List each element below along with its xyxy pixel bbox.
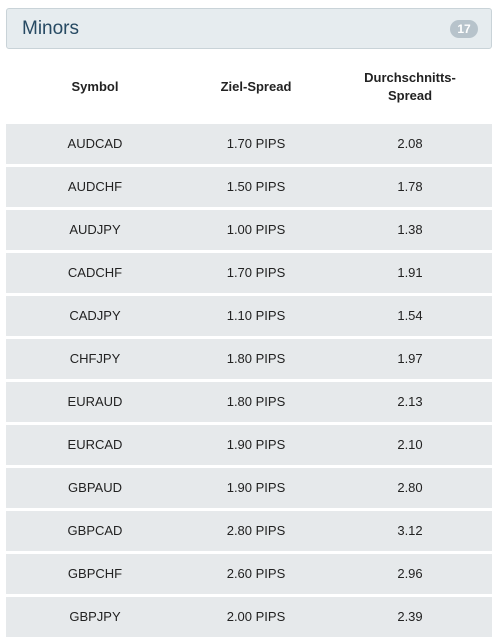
target-spread-cell: 1.10 PIPS bbox=[226, 308, 286, 323]
average-spread-cell: 1.78 bbox=[397, 179, 423, 194]
table-row: GBPJPY 2.00 PIPS 2.39 bbox=[6, 597, 492, 637]
symbol-cell: CHFJPY bbox=[69, 351, 121, 366]
symbol-cell: EURCAD bbox=[67, 437, 123, 452]
average-spread-cell: 3.12 bbox=[397, 523, 423, 538]
symbol-cell: AUDJPY bbox=[69, 222, 121, 237]
target-spread-cell: 1.50 PIPS bbox=[226, 179, 286, 194]
target-spread-cell: 1.90 PIPS bbox=[226, 480, 286, 495]
average-spread-cell: 2.96 bbox=[397, 566, 423, 581]
target-spread-cell: 2.60 PIPS bbox=[226, 566, 286, 581]
average-spread-cell: 1.38 bbox=[397, 222, 423, 237]
target-spread-cell: 1.70 PIPS bbox=[226, 136, 286, 151]
table-row: CADJPY 1.10 PIPS 1.54 bbox=[6, 296, 492, 336]
panel-title: Minors bbox=[22, 18, 80, 39]
table-row: CHFJPY 1.80 PIPS 1.97 bbox=[6, 339, 492, 379]
table-row: EURCAD 1.90 PIPS 2.10 bbox=[6, 425, 492, 465]
table-row: GBPCHF 2.60 PIPS 2.96 bbox=[6, 554, 492, 594]
table-header: Symbol Ziel-Spread Durchschnitts- Spread bbox=[6, 50, 492, 124]
target-spread-cell: 1.80 PIPS bbox=[226, 394, 286, 409]
average-spread-cell: 2.80 bbox=[397, 480, 423, 495]
table-row: AUDJPY 1.00 PIPS 1.38 bbox=[6, 210, 492, 250]
target-spread-cell: 1.90 PIPS bbox=[226, 437, 286, 452]
table-row: EURAUD 1.80 PIPS 2.13 bbox=[6, 382, 492, 422]
minors-panel-header[interactable]: Minors 17 bbox=[6, 8, 492, 49]
table-row: CADCHF 1.70 PIPS 1.91 bbox=[6, 253, 492, 293]
average-spread-cell: 1.97 bbox=[397, 351, 423, 366]
column-header-target-spread: Ziel-Spread bbox=[220, 79, 292, 94]
target-spread-cell: 1.70 PIPS bbox=[226, 265, 286, 280]
average-spread-cell: 1.91 bbox=[397, 265, 423, 280]
average-spread-cell: 2.10 bbox=[397, 437, 423, 452]
table-row: AUDCHF 1.50 PIPS 1.78 bbox=[6, 167, 492, 207]
symbol-cell: AUDCHF bbox=[67, 179, 123, 194]
target-spread-cell: 1.80 PIPS bbox=[226, 351, 286, 366]
symbol-cell: CADJPY bbox=[69, 308, 121, 323]
symbol-cell: GBPCAD bbox=[67, 523, 123, 538]
symbol-cell: GBPCHF bbox=[67, 566, 123, 581]
symbol-cell: GBPAUD bbox=[68, 480, 122, 495]
target-spread-cell: 2.80 PIPS bbox=[226, 523, 286, 538]
target-spread-cell: 2.00 PIPS bbox=[226, 609, 286, 624]
average-spread-cell: 1.54 bbox=[397, 308, 423, 323]
column-header-symbol: Symbol bbox=[71, 79, 119, 94]
column-header-average-spread: Durchschnitts- Spread bbox=[364, 70, 456, 103]
average-spread-cell: 2.08 bbox=[397, 136, 423, 151]
average-spread-cell: 2.13 bbox=[397, 394, 423, 409]
symbol-cell: GBPJPY bbox=[69, 609, 121, 624]
table-row: GBPAUD 1.90 PIPS 2.80 bbox=[6, 468, 492, 508]
table-row: AUDCAD 1.70 PIPS 2.08 bbox=[6, 124, 492, 164]
symbol-cell: CADCHF bbox=[67, 265, 123, 280]
symbol-cell: AUDCAD bbox=[67, 136, 123, 151]
spread-table-body: AUDCAD 1.70 PIPS 2.08 AUDCHF 1.50 PIPS 1… bbox=[6, 124, 492, 640]
target-spread-cell: 1.00 PIPS bbox=[226, 222, 286, 237]
count-badge: 17 bbox=[450, 20, 478, 38]
symbol-cell: EURAUD bbox=[67, 394, 123, 409]
table-row: GBPCAD 2.80 PIPS 3.12 bbox=[6, 511, 492, 551]
average-spread-cell: 2.39 bbox=[397, 609, 423, 624]
